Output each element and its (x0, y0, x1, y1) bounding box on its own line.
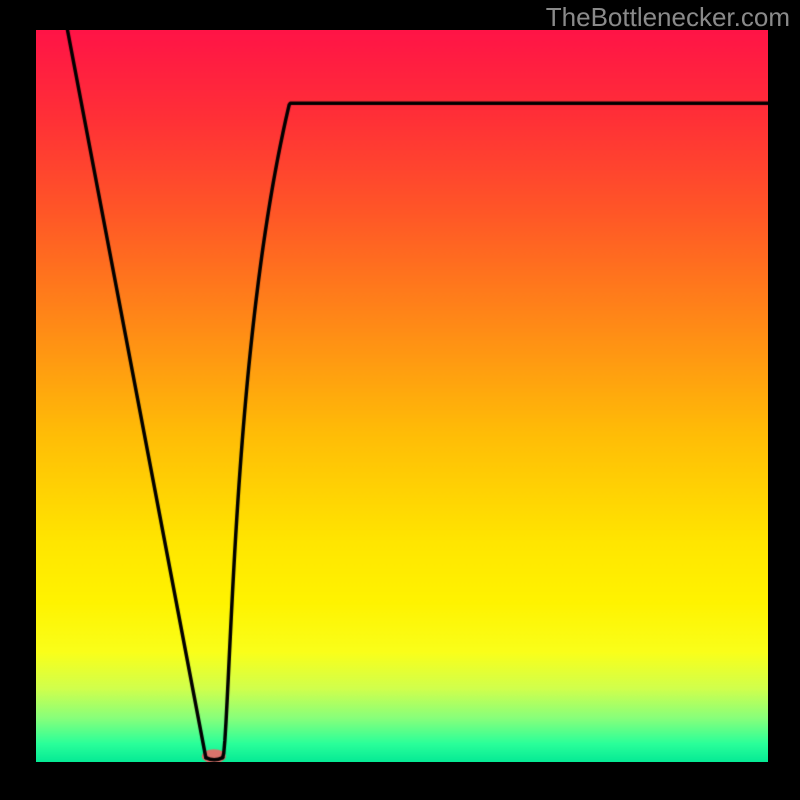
chart-container: TheBottlenecker.com (0, 0, 800, 800)
bottleneck-curve (36, 30, 768, 762)
watermark-text: TheBottlenecker.com (546, 2, 790, 33)
